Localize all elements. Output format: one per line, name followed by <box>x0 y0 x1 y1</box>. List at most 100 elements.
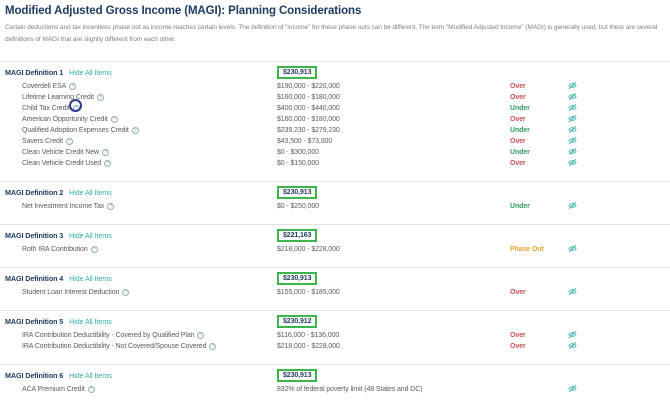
info-icon[interactable]: ? <box>197 331 205 339</box>
item-name-cell: IRA Contribution Deductibility - Covered… <box>5 330 277 341</box>
info-icon[interactable]: ? <box>90 245 98 253</box>
eye-slash-icon[interactable] <box>568 384 577 393</box>
item-label: IRA Contribution Deductibility - Not Cov… <box>22 342 207 350</box>
phaseout-range: $155,000 - $185,000 <box>277 288 340 296</box>
item-action-cell <box>565 330 664 341</box>
hide-all-items-link[interactable]: Hide All Items <box>69 187 112 197</box>
status-label: Phase Out <box>510 245 544 253</box>
status-label: Under <box>510 126 530 134</box>
info-icon-wrap: ? <box>90 244 98 255</box>
item-action-cell <box>565 341 664 352</box>
info-icon-wrap: ? <box>96 92 104 103</box>
hide-all-items-link[interactable]: Hide All Items <box>69 370 112 380</box>
section-header-row: MAGI Definition 4 Hide All Items $230,91… <box>5 268 664 287</box>
phaseout-range: $218,000 - $228,000 <box>277 245 340 253</box>
phaseout-range: $0 - $300,000 <box>277 148 319 156</box>
eye-slash-icon[interactable] <box>568 158 577 167</box>
item-action-cell <box>565 81 664 92</box>
magi-line-item: IRA Contribution Deductibility - Not Cov… <box>5 341 664 352</box>
status-label: Over <box>510 115 526 123</box>
eye-slash-icon[interactable] <box>568 125 577 134</box>
item-label: IRA Contribution Deductibility - Covered… <box>22 331 195 339</box>
item-action-cell <box>565 384 664 395</box>
item-name-cell: Child Tax Credit? <box>5 98 277 114</box>
magi-value-box: $230,913 <box>277 65 318 79</box>
section-header-row: MAGI Definition 3 Hide All Items $221,16… <box>5 225 664 244</box>
magi-line-item: Qualified Adoption Expenses Credit? $239… <box>5 125 664 136</box>
hide-all-items-link[interactable]: Hide All Items <box>69 230 112 240</box>
info-icon[interactable]: ? <box>110 115 118 123</box>
eye-slash-icon[interactable] <box>568 201 577 210</box>
info-icon[interactable]: ? <box>87 385 95 393</box>
section-title: MAGI Definition 6 <box>5 370 64 380</box>
eye-slash-icon[interactable] <box>568 103 577 112</box>
section-items: Roth IRA Contribution? $218,000 - $228,0… <box>5 244 664 267</box>
magi-value-box: $230,912 <box>277 314 318 328</box>
magi-value-box: $230,913 <box>277 185 318 199</box>
magi-line-item: Student Loan Interest Deduction? $155,00… <box>5 287 664 298</box>
section-items: Net Investment Income Tax? $0 - $250,000… <box>5 201 664 224</box>
hide-all-items-link[interactable]: Hide All Items <box>69 273 112 283</box>
info-icon-wrap: ? <box>68 98 82 114</box>
eye-slash-icon[interactable] <box>568 341 577 350</box>
section-divider <box>0 309 670 311</box>
phaseout-range: $400,000 - $440,000 <box>277 104 340 112</box>
section-header: MAGI Definition 3 Hide All Items <box>5 231 277 240</box>
section-header-row: MAGI Definition 6 Hide All Items $230,91… <box>5 365 664 384</box>
item-name-cell: Clean Vehicle Credit Used? <box>5 158 277 169</box>
item-action-cell <box>565 103 664 114</box>
magi-section: MAGI Definition 6 Hide All Items $230,91… <box>0 363 670 407</box>
eye-slash-icon[interactable] <box>568 92 577 101</box>
info-icon-wrap: ? <box>87 384 95 395</box>
eye-slash-icon[interactable] <box>568 81 577 90</box>
item-action-cell <box>565 125 664 136</box>
eye-slash-icon[interactable] <box>568 136 577 145</box>
item-action-cell <box>565 136 664 147</box>
section-items: ACA Premium Credit? 832% of federal pove… <box>5 384 664 407</box>
info-icon[interactable]: ? <box>96 93 104 101</box>
info-icon[interactable]: ? <box>107 202 115 210</box>
eye-slash-icon[interactable] <box>568 287 577 296</box>
item-action-cell <box>565 114 664 125</box>
hide-all-items-link[interactable]: Hide All Items <box>69 67 112 77</box>
status-label: Over <box>510 93 526 101</box>
info-icon[interactable]: ? <box>209 342 217 350</box>
item-label: Student Loan Interest Deduction <box>22 288 120 296</box>
info-icon[interactable]: ? <box>69 82 77 90</box>
section-header: MAGI Definition 6 Hide All Items <box>5 371 277 380</box>
magi-line-item: Savers Credit? $43,500 - $73,000 Over <box>5 136 664 147</box>
item-name-cell: Roth IRA Contribution? <box>5 244 277 255</box>
eye-slash-icon[interactable] <box>568 244 577 253</box>
item-name-cell: Qualified Adoption Expenses Credit? <box>5 125 277 136</box>
info-icon-wrap: ? <box>131 125 139 136</box>
section-header-row: MAGI Definition 1 Hide All Items $230,91… <box>5 62 664 81</box>
item-name-cell: IRA Contribution Deductibility - Not Cov… <box>5 341 277 352</box>
status-label: Over <box>510 331 526 339</box>
eye-slash-icon[interactable] <box>568 147 577 156</box>
item-name-cell: Net Investment Income Tax? <box>5 201 277 212</box>
magi-line-item: Net Investment Income Tax? $0 - $250,000… <box>5 201 664 212</box>
info-icon[interactable]: ? <box>104 159 112 167</box>
info-icon-wrap: ? <box>110 114 118 125</box>
page-title: Modified Adjusted Gross Income (MAGI): P… <box>5 5 362 17</box>
eye-slash-icon[interactable] <box>568 330 577 339</box>
item-label: Qualified Adoption Expenses Credit <box>22 126 129 134</box>
info-icon[interactable]: ? <box>72 104 80 112</box>
info-icon[interactable]: ? <box>131 126 139 134</box>
info-icon[interactable]: ? <box>66 137 74 145</box>
section-header: MAGI Definition 2 Hide All Items <box>5 188 277 197</box>
info-icon-wrap: ? <box>122 287 130 298</box>
eye-slash-icon[interactable] <box>568 114 577 123</box>
hide-all-items-link[interactable]: Hide All Items <box>69 316 112 326</box>
magi-section: MAGI Definition 1 Hide All Items $230,91… <box>0 60 670 181</box>
magi-section: MAGI Definition 5 Hide All Items $230,91… <box>0 309 670 364</box>
info-icon[interactable]: ? <box>122 288 130 296</box>
item-label: ACA Premium Credit <box>22 385 85 393</box>
magi-value-box: $230,913 <box>277 271 318 285</box>
info-icon[interactable]: ? <box>101 148 109 156</box>
item-name-cell: Clean Vehicle Credit New? <box>5 147 277 158</box>
magi-line-item: American Opportunity Credit? $160,000 - … <box>5 114 664 125</box>
magi-line-item: Lifetime Learning Credit? $160,000 - $18… <box>5 92 664 103</box>
section-divider <box>0 180 670 182</box>
section-items: Coverdell ESA? $190,000 - $220,000 Over … <box>5 81 664 181</box>
